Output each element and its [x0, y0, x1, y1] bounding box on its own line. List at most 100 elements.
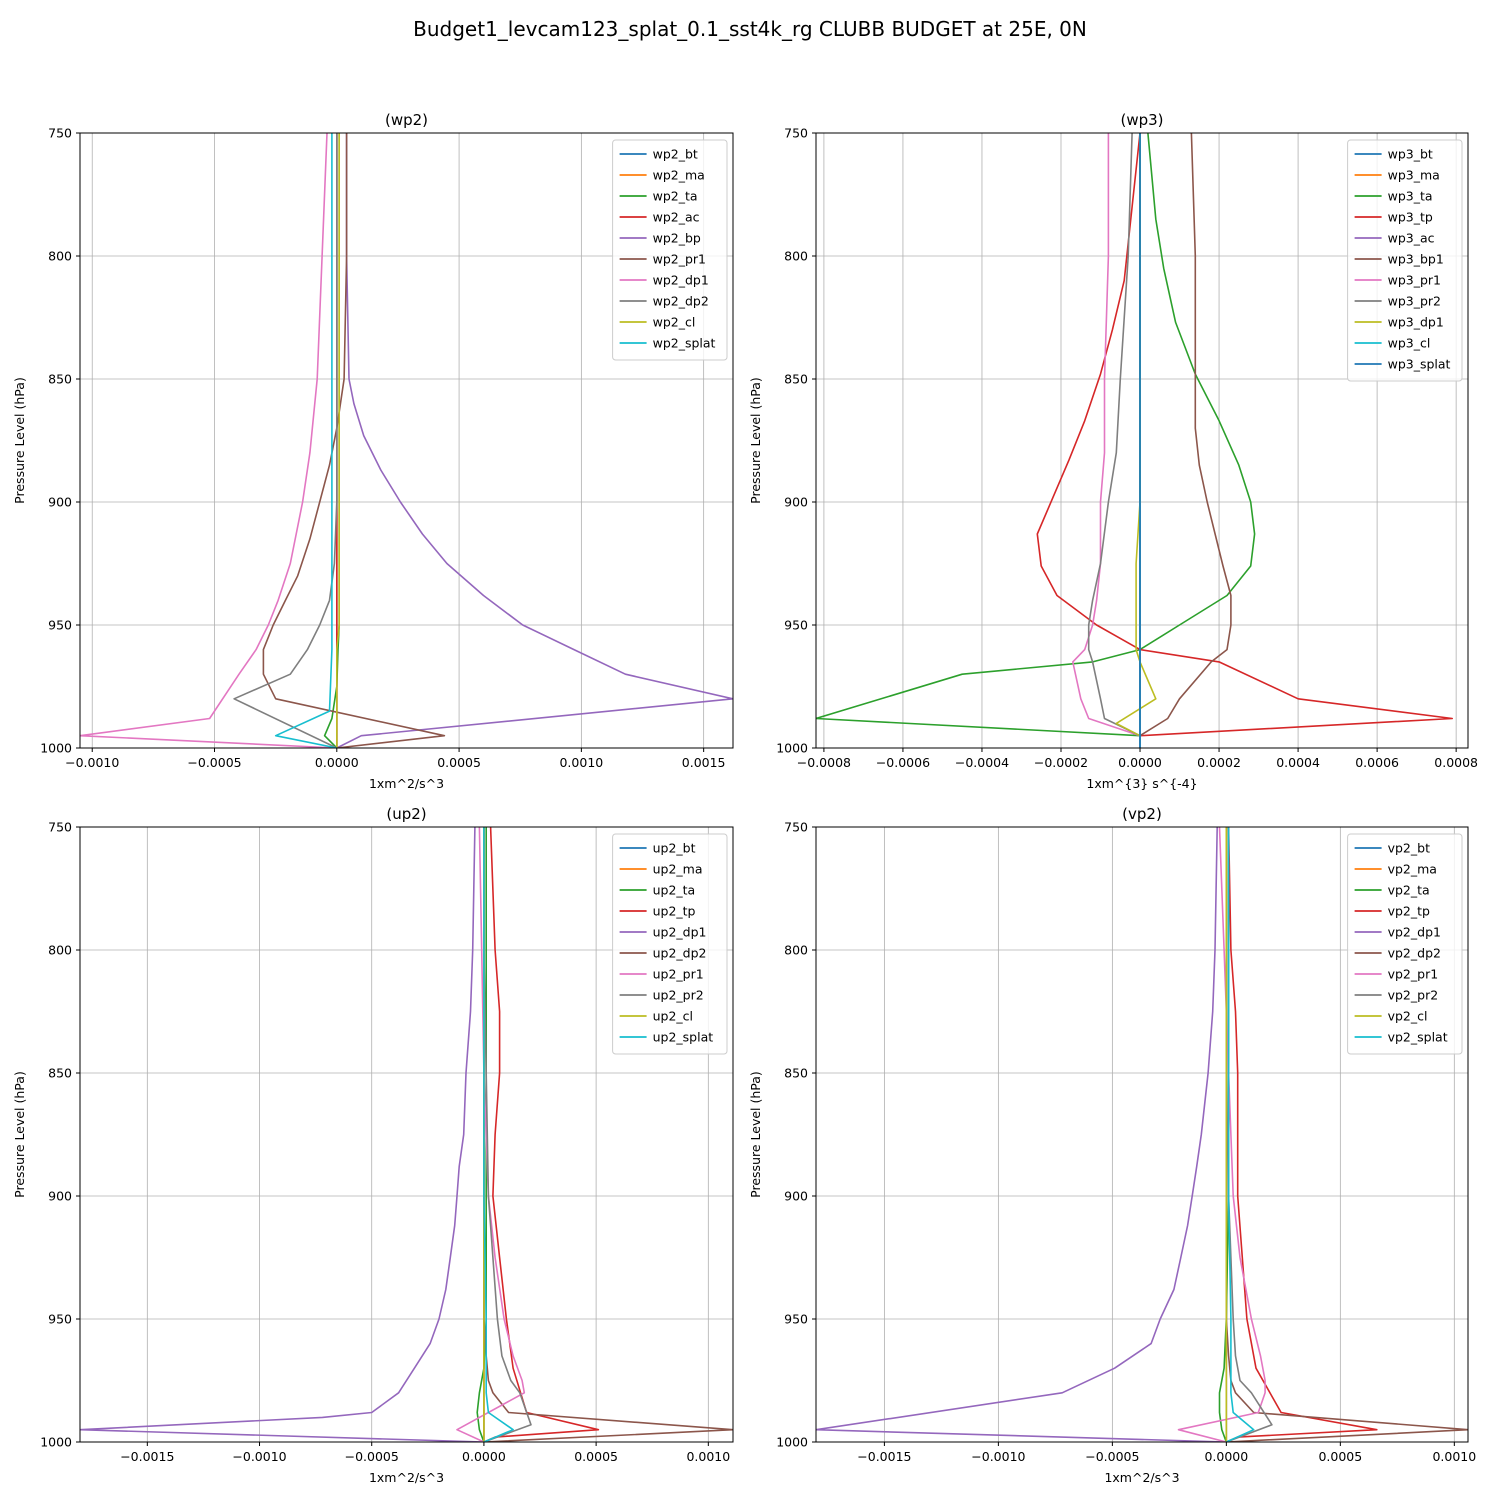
- legend-label: vp2_ma: [1388, 862, 1437, 877]
- x-tick-label: 0.0010: [1432, 1449, 1476, 1464]
- legend-label: vp2_dp2: [1388, 946, 1441, 961]
- series-line-up2_pr2: [483, 827, 532, 1442]
- x-tick-label: −0.0010: [232, 1449, 286, 1464]
- legend-label: vp2_tp: [1388, 904, 1430, 919]
- legend-label: wp2_dp1: [653, 273, 709, 288]
- legend-label: vp2_cl: [1388, 1009, 1428, 1024]
- series-line-up2_pr1: [456, 827, 526, 1442]
- x-axis-label: 1xm^2/s^3: [369, 776, 444, 791]
- y-tick-label: 950: [784, 1312, 808, 1327]
- plot-frame-wp3: [815, 132, 1469, 749]
- series-line-vp2_dp1: [816, 827, 1227, 1442]
- x-tick-label: 0.0005: [1318, 1449, 1362, 1464]
- panel-up2: −0.0015 −0.0010 −0.0005 0.0000 0.0005 0.0010 7…: [12, 805, 734, 1485]
- legend-label: vp2_dp1: [1388, 925, 1441, 940]
- x-tick-label: 0.0002: [1197, 755, 1241, 770]
- series-line-up2_tp: [483, 827, 600, 1442]
- legend-label: wp2_cl: [653, 315, 696, 330]
- legend-label: wp2_ma: [653, 168, 705, 183]
- legend-label: up2_dp1: [653, 925, 707, 940]
- series-line-wp3_pr1: [1072, 133, 1141, 737]
- x-tick-label: 0.0010: [559, 755, 603, 770]
- y-axis-label: Pressure Level (hPa): [748, 1071, 763, 1198]
- y-tick-label: 1000: [776, 1435, 808, 1450]
- y-tick-label: 1000: [776, 741, 808, 756]
- x-tick-label: −0.0002: [1034, 755, 1088, 770]
- panel-title: (vp2): [1122, 805, 1162, 823]
- y-axis-label: Pressure Level (hPa): [12, 377, 27, 504]
- series-group-wp3: [816, 133, 1453, 748]
- panel-title: (up2): [386, 805, 426, 823]
- panel-wp2: −0.0010 −0.0005 0.0000 0.0005 0.0010 0.0015 75…: [12, 111, 734, 791]
- legend-label: up2_pr1: [653, 967, 704, 982]
- legend-label: wp2_pr1: [653, 252, 706, 267]
- series-line-up2_splat: [483, 827, 514, 1442]
- y-tick-label: 1000: [40, 1435, 72, 1450]
- plot-frame-vp2: [815, 826, 1469, 1443]
- legend-box: [612, 833, 728, 1055]
- panel-wp3: −0.0008 −0.0006 −0.0004 −0.0002 0.0000 0.0002…: [748, 111, 1478, 791]
- legend-label: wp2_splat: [653, 336, 716, 351]
- legend-label: wp2_ac: [653, 210, 700, 225]
- x-axis-label: 1xm^2/s^3: [369, 1470, 444, 1485]
- x-tick-label: 0.0000: [1118, 755, 1162, 770]
- plot-frame-wp2: [79, 132, 734, 749]
- y-axis-label: Pressure Level (hPa): [748, 377, 763, 504]
- x-tick-label: 0.0015: [682, 755, 726, 770]
- legend-label: vp2_bt: [1388, 841, 1430, 856]
- y-tick-label: 750: [48, 126, 72, 141]
- legend-label: wp3_pr2: [1388, 294, 1441, 309]
- x-tick-label: 0.0008: [1434, 755, 1478, 770]
- legend-label: up2_splat: [653, 1030, 714, 1045]
- y-tick-label: 850: [784, 372, 808, 387]
- y-tick-label: 750: [784, 126, 808, 141]
- legend-box: [612, 139, 728, 361]
- legend-label: wp2_dp2: [653, 294, 709, 309]
- series-line-wp3_bp1: [1139, 133, 1232, 737]
- plot-frame-up2: [79, 826, 734, 1443]
- series-group-up2: [80, 827, 733, 1442]
- series-line-wp2_dp1: [80, 133, 337, 748]
- series-line-wp3_dp1: [1115, 133, 1157, 737]
- y-tick-label: 750: [48, 820, 72, 835]
- legend-label: vp2_pr1: [1388, 967, 1439, 982]
- y-tick-label: 900: [48, 495, 72, 510]
- series-group-vp2: [816, 827, 1468, 1442]
- series-line-wp3_tp: [1036, 133, 1453, 737]
- legend-label: wp3_ma: [1388, 168, 1440, 183]
- legend-label: up2_cl: [653, 1009, 693, 1024]
- legend-label: wp3_ac: [1388, 231, 1435, 246]
- x-tick-label: −0.0010: [65, 755, 119, 770]
- legend-box: [1347, 139, 1463, 382]
- legend-label: up2_bt: [653, 841, 696, 856]
- y-tick-label: 900: [784, 495, 808, 510]
- y-axis-label: Pressure Level (hPa): [12, 1071, 27, 1198]
- legend-label: vp2_ta: [1388, 883, 1430, 898]
- x-tick-label: −0.0015: [857, 1449, 911, 1464]
- legend-label: up2_ma: [653, 862, 703, 877]
- legend-label: vp2_splat: [1388, 1030, 1448, 1045]
- y-tick-label: 750: [784, 820, 808, 835]
- x-tick-label: −0.0005: [1085, 1449, 1139, 1464]
- legend-label: wp3_ta: [1388, 189, 1433, 204]
- legend-vp2: vp2_bt vp2_ma vp2_ta vp2_tp vp2_dp1 vp2_dp2vp…: [1347, 833, 1463, 1055]
- series-line-wp3_ta: [816, 133, 1256, 737]
- series-line-wp2_bp: [336, 133, 733, 748]
- x-tick-label: −0.0006: [876, 755, 930, 770]
- x-tick-label: 0.0000: [315, 755, 359, 770]
- y-tick-label: 900: [784, 1189, 808, 1204]
- x-tick-label: −0.0010: [971, 1449, 1025, 1464]
- y-tick-label: 1000: [40, 741, 72, 756]
- panel-title: (wp3): [1120, 111, 1163, 129]
- x-tick-label: 0.0000: [1204, 1449, 1248, 1464]
- legend-label: wp3_dp1: [1388, 315, 1444, 330]
- x-tick-label: 0.0000: [462, 1449, 506, 1464]
- series-line-wp2_dp2: [233, 133, 338, 748]
- figure-suptitle: Budget1_levcam123_splat_0.1_sst4k_rg CLU…: [413, 17, 1087, 41]
- y-tick-label: 950: [48, 1312, 72, 1327]
- legend-label: wp3_cl: [1388, 336, 1431, 351]
- y-tick-label: 950: [48, 618, 72, 633]
- series-line-vp2_tp: [1225, 827, 1378, 1442]
- x-tick-label: −0.0015: [120, 1449, 174, 1464]
